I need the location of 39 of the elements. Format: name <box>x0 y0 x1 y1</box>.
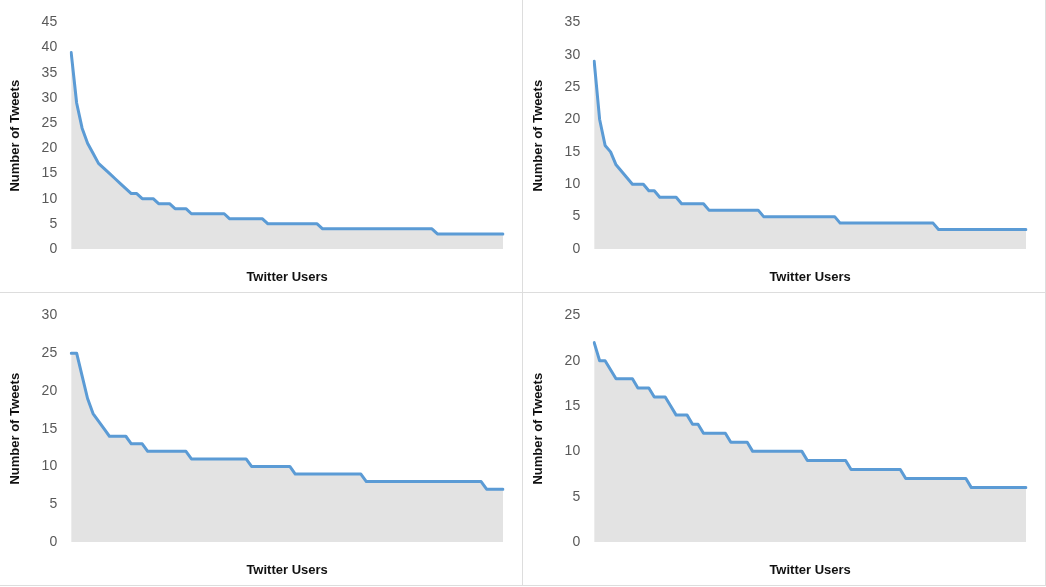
y-axis-title: Number of Tweets <box>530 79 546 192</box>
y-tick-label: 10 <box>564 175 581 192</box>
y-tick-label: 15 <box>564 396 581 413</box>
y-tick-label: 0 <box>49 532 58 549</box>
y-tick-label: 20 <box>564 110 581 127</box>
y-tick-label: 35 <box>564 13 581 30</box>
y-tick-label: 0 <box>572 239 581 256</box>
y-tick-label: 30 <box>41 306 58 323</box>
x-axis-title: Twitter Users <box>246 561 328 577</box>
y-tick-label: 20 <box>41 139 58 156</box>
y-axis-title: Number of Tweets <box>530 372 546 485</box>
y-tick-label: 20 <box>564 351 581 368</box>
y-tick-label: 15 <box>41 164 58 181</box>
y-tick-label: 15 <box>564 142 581 159</box>
y-tick-label: 25 <box>41 113 58 130</box>
y-tick-label: 30 <box>41 88 58 105</box>
y-axis-title: Number of Tweets <box>7 79 23 192</box>
y-tick-label: 25 <box>41 344 58 361</box>
y-tick-label: 0 <box>49 239 58 256</box>
y-axis-title: Number of Tweets <box>7 372 23 485</box>
y-tick-label: 30 <box>564 45 581 62</box>
y-tick-label: 10 <box>564 442 581 459</box>
y-tick-label: 5 <box>572 207 581 224</box>
y-tick-label: 25 <box>564 78 581 94</box>
x-axis-title: Twitter Users <box>769 268 851 284</box>
x-axis-title: Twitter Users <box>769 561 851 577</box>
y-tick-label: 40 <box>41 38 58 55</box>
y-tick-label: 5 <box>572 487 581 504</box>
y-tick-label: 5 <box>49 214 58 231</box>
y-tick-label: 10 <box>41 457 58 474</box>
y-tick-label: 25 <box>564 306 581 323</box>
y-tick-label: 5 <box>49 495 58 512</box>
y-tick-label: 45 <box>41 13 58 30</box>
y-tick-label: 20 <box>41 381 58 398</box>
y-tick-label: 15 <box>41 419 58 436</box>
x-axis-title: Twitter Users <box>246 268 328 284</box>
y-tick-label: 35 <box>41 63 58 80</box>
y-tick-label: 0 <box>572 532 581 549</box>
y-tick-label: 10 <box>41 189 58 206</box>
